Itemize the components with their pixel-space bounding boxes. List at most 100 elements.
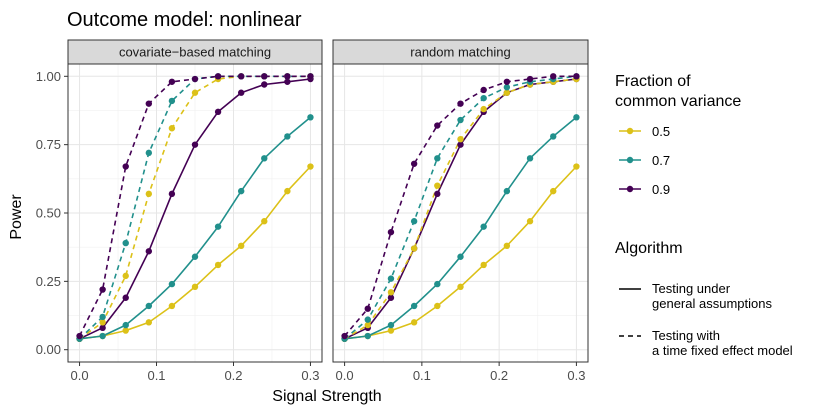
- y-axis: 0.00 0.25 0.50 0.75 1.00: [36, 69, 68, 357]
- data-point-0.7-fixed_effect: [122, 239, 129, 247]
- data-point-0.7-general: [307, 114, 314, 121]
- legend-algorithm-label: general assumptions: [652, 296, 772, 311]
- data-point-0.9-fixed_effect: [410, 160, 418, 167]
- data-point-0.9-fixed_effect: [503, 78, 511, 85]
- panels: covariate−based matching 0.0 0.1 0.2 0.3 rand…: [67, 39, 589, 383]
- legend-key-point: [626, 156, 634, 164]
- data-point-0.9-general: [122, 294, 129, 301]
- data-point-0.9-fixed_effect: [214, 73, 222, 80]
- data-point-0.7-general: [387, 321, 395, 329]
- data-point-0.7-general: [364, 332, 371, 340]
- y-tick-label: 0.50: [36, 206, 61, 221]
- data-point-0.5-general: [307, 163, 314, 170]
- data-point-0.5-general: [480, 261, 487, 269]
- y-tick-label: 0.25: [36, 274, 61, 289]
- legend-fraction-label: 0.9: [652, 182, 670, 197]
- data-point-0.7-fixed_effect: [168, 97, 176, 105]
- data-point-0.7-fixed_effect: [480, 94, 487, 102]
- data-point-0.9-fixed_effect: [364, 305, 371, 312]
- x-tick-label: 0.2: [490, 368, 508, 383]
- legend-algorithm-label: Testing with: [652, 328, 720, 343]
- panel-strip-label: covariate−based matching: [119, 45, 271, 60]
- legend: Fraction of common variance 0.5 0.7 0.9 Algor…: [615, 73, 793, 358]
- legend-algorithm-label: Testing under: [652, 281, 731, 296]
- panel-2: random matching 0.0 0.1 0.2 0.3: [332, 39, 589, 383]
- data-point-0.9-general: [214, 108, 222, 116]
- data-point-0.5-fixed_effect: [122, 272, 129, 280]
- data-point-0.7-general: [168, 280, 176, 288]
- data-point-0.9-fixed_effect: [168, 78, 176, 85]
- data-point-0.7-general: [526, 155, 534, 162]
- x-axis-label: Signal Strength: [272, 388, 381, 405]
- data-point-0.9-general: [237, 89, 245, 96]
- data-point-0.9-fixed_effect: [284, 73, 291, 80]
- data-point-0.7-general: [145, 302, 153, 310]
- data-point-0.5-general: [387, 327, 395, 334]
- data-point-0.9-fixed_effect: [76, 332, 83, 340]
- data-point-0.9-fixed_effect: [387, 228, 395, 236]
- data-point-0.7-fixed_effect: [99, 313, 106, 321]
- data-point-0.7-fixed_effect: [364, 316, 371, 323]
- data-point-0.7-general: [410, 302, 418, 310]
- data-point-0.7-general: [237, 187, 245, 195]
- data-point-0.9-fixed_effect: [307, 73, 314, 80]
- data-point-0.5-fixed_effect: [99, 319, 106, 326]
- x-tick-label: 0.0: [71, 368, 89, 383]
- panel-strip-label: random matching: [410, 45, 510, 60]
- data-point-0.5-fixed_effect: [410, 245, 418, 252]
- data-point-0.5-fixed_effect: [145, 190, 153, 198]
- data-point-0.9-fixed_effect: [237, 73, 245, 80]
- y-tick-label: 1.00: [36, 69, 61, 84]
- legend-key-point: [626, 127, 634, 135]
- data-point-0.7-fixed_effect: [410, 218, 418, 225]
- y-axis-label: Power: [8, 194, 25, 240]
- data-point-0.5-general: [410, 319, 418, 326]
- data-point-0.5-general: [503, 242, 511, 250]
- data-point-0.9-fixed_effect: [434, 122, 441, 129]
- data-point-0.5-fixed_effect: [480, 105, 487, 113]
- x-tick-label: 0.2: [224, 368, 242, 383]
- data-point-0.5-general: [214, 261, 222, 269]
- data-point-0.5-fixed_effect: [503, 89, 511, 96]
- data-point-0.5-general: [434, 302, 441, 310]
- data-point-0.5-general: [457, 283, 464, 291]
- legend-fraction-label: 0.5: [652, 124, 670, 139]
- data-point-0.5-general: [168, 302, 176, 310]
- data-point-0.5-general: [284, 187, 291, 195]
- legend-fraction-title: common variance: [615, 93, 741, 110]
- data-point-0.9-fixed_effect: [457, 100, 464, 107]
- data-point-0.5-general: [237, 242, 245, 250]
- data-point-0.7-general: [214, 223, 222, 230]
- panel-strip: [332, 39, 589, 65]
- legend-algorithm-title: Algorithm: [615, 240, 683, 257]
- data-point-0.7-general: [261, 155, 268, 162]
- data-point-0.9-fixed_effect: [480, 86, 487, 94]
- y-tick-label: 0.00: [36, 342, 61, 357]
- data-point-0.5-fixed_effect: [364, 321, 371, 329]
- data-point-0.5-fixed_effect: [191, 89, 199, 96]
- data-point-0.7-general: [284, 133, 291, 140]
- data-point-0.7-general: [191, 253, 199, 260]
- y-tick-label: 0.75: [36, 137, 61, 152]
- data-point-0.5-fixed_effect: [387, 289, 395, 296]
- data-point-0.7-fixed_effect: [457, 116, 464, 124]
- data-point-0.5-fixed_effect: [168, 125, 176, 132]
- data-point-0.5-general: [191, 283, 199, 291]
- data-point-0.7-general: [99, 332, 106, 340]
- data-point-0.9-general: [387, 294, 395, 301]
- data-point-0.5-general: [526, 218, 534, 225]
- data-point-0.9-general: [99, 324, 106, 332]
- data-point-0.7-general: [503, 187, 511, 195]
- data-point-0.9-fixed_effect: [550, 73, 557, 80]
- data-point-0.5-general: [261, 218, 268, 225]
- data-point-0.9-general: [261, 81, 268, 88]
- data-point-0.9-general: [145, 248, 153, 255]
- data-point-0.9-fixed_effect: [122, 163, 129, 170]
- data-point-0.9-general: [191, 141, 199, 148]
- x-tick-label: 0.1: [413, 368, 431, 383]
- legend-fraction-label: 0.7: [652, 153, 670, 168]
- panel-strip: [67, 39, 323, 65]
- x-tick-label: 0.3: [301, 368, 319, 383]
- data-point-0.5-general: [573, 163, 580, 170]
